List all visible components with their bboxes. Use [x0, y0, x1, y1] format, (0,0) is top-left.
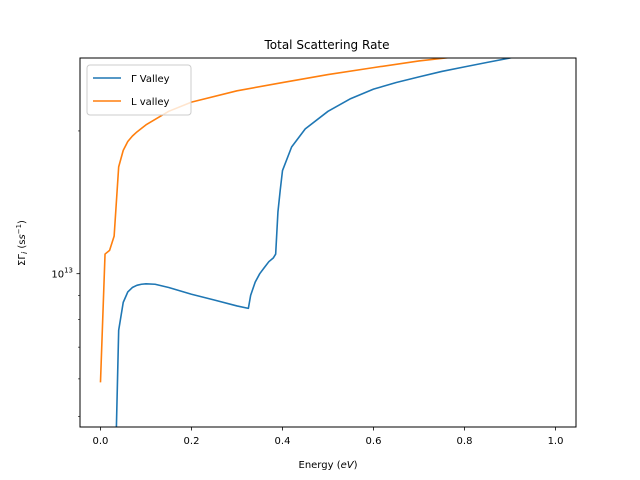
series-line-gamma-valley — [115, 58, 515, 427]
plot-area — [99, 58, 515, 427]
x-tick-label: 0.2 — [184, 436, 200, 447]
y-axis-ticks: 1013 — [51, 130, 80, 417]
y-tick-label: 1013 — [51, 267, 73, 281]
axes-frame — [79, 57, 577, 428]
x-tick-label: 0.4 — [275, 436, 291, 447]
x-tick-label: 0.0 — [93, 436, 109, 447]
x-tick-label: 1.0 — [548, 436, 564, 447]
x-axis-label: Energy (eV) — [299, 460, 358, 471]
chart-title: Total Scattering Rate — [263, 38, 389, 52]
legend-label-gamma-valley: Γ Valley — [131, 74, 170, 85]
x-tick-label: 0.8 — [457, 436, 473, 447]
series-line-l-valley — [99, 58, 453, 383]
legend: Γ Valley L valley — [86, 64, 192, 116]
y-axis-label: ΣΓi (ss−1) — [15, 220, 29, 266]
legend-label-l-valley: L valley — [131, 97, 170, 108]
x-axis-ticks: 0.0 0.2 0.4 0.6 0.8 1.0 — [93, 427, 564, 447]
x-tick-label: 0.6 — [366, 436, 382, 447]
series-layer — [99, 58, 515, 427]
